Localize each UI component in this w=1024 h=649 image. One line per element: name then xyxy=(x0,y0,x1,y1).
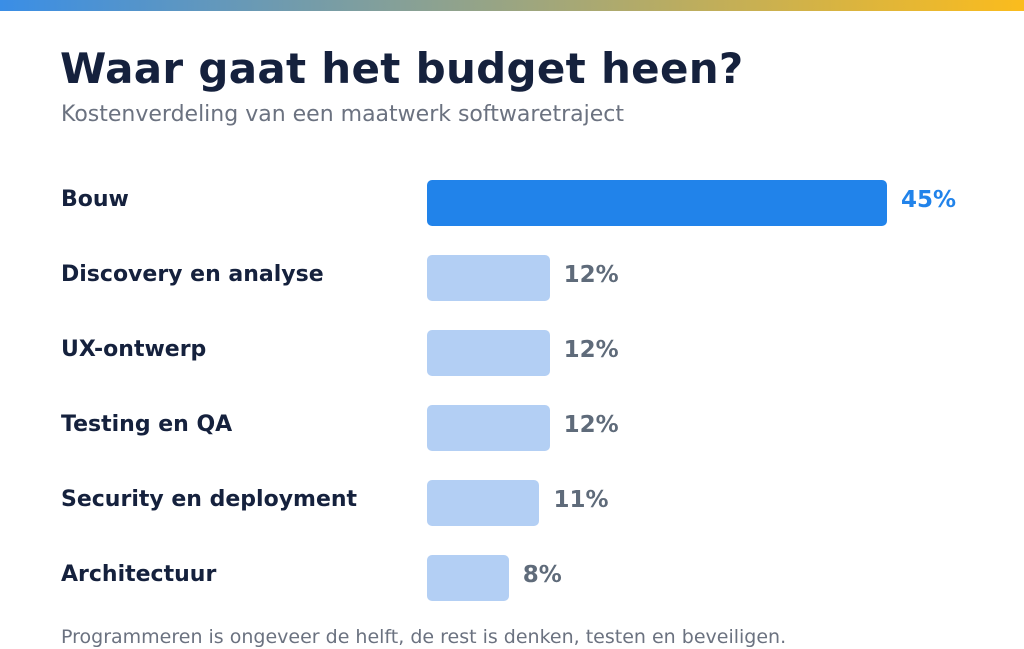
category-label: Discovery en analyse xyxy=(61,262,324,287)
chart-title: Waar gaat het budget heen? xyxy=(60,44,744,93)
value-label: 12% xyxy=(563,412,619,438)
top-gradient-bar xyxy=(0,0,1024,11)
bar-bouw xyxy=(427,180,887,226)
value-label: 45% xyxy=(901,187,957,213)
category-label: Bouw xyxy=(61,187,129,212)
chart-subtitle: Kostenverdeling van een maatwerk softwar… xyxy=(61,102,624,127)
category-label: Architectuur xyxy=(61,562,217,587)
category-label: UX-ontwerp xyxy=(61,337,207,362)
value-label: 12% xyxy=(563,337,619,363)
value-label: 8% xyxy=(522,562,562,588)
value-label: 11% xyxy=(553,487,609,513)
value-label: 12% xyxy=(563,262,619,288)
bar-testing-en-qa xyxy=(427,405,550,451)
bar-discovery-en-analyse xyxy=(427,255,550,301)
bar-security-en-deployment xyxy=(427,480,540,526)
category-label: Security en deployment xyxy=(61,487,358,512)
bar-architectuur xyxy=(427,555,509,601)
category-label: Testing en QA xyxy=(61,412,233,437)
bar-ux-ontwerp xyxy=(427,330,550,376)
footnote: Programmeren is ongeveer de helft, de re… xyxy=(61,626,787,648)
